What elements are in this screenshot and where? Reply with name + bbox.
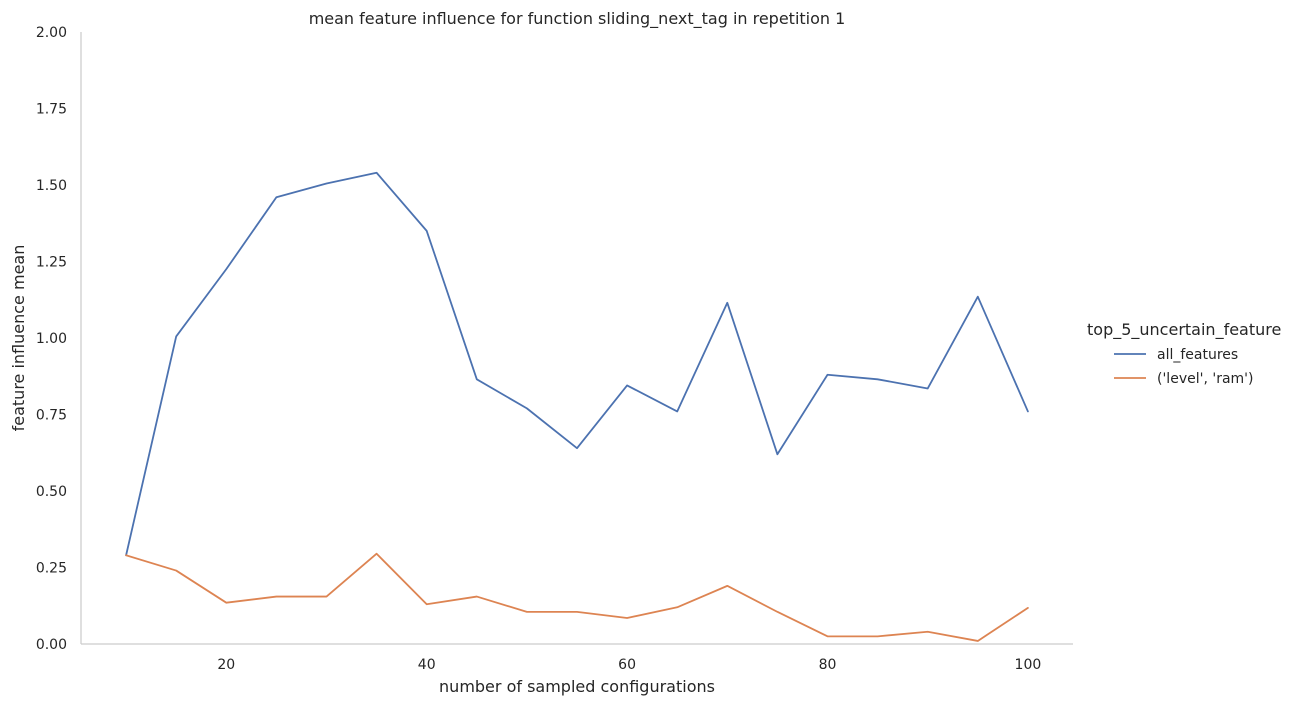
y-tick-label: 0.75 bbox=[36, 408, 67, 424]
legend-item: all_features bbox=[1114, 347, 1238, 363]
y-axis-label: feature influence mean bbox=[9, 245, 28, 432]
y-tick-label: 1.25 bbox=[36, 255, 67, 271]
series-lines bbox=[125, 171, 1029, 642]
legend-label: ('level', 'ram') bbox=[1157, 371, 1253, 387]
y-tick-label: 1.75 bbox=[36, 102, 67, 118]
chart-title: mean feature influence for function slid… bbox=[309, 9, 846, 29]
legend-items: all_features ('level', 'ram') bbox=[1114, 347, 1253, 387]
y-tick-label: 1.50 bbox=[36, 178, 67, 194]
y-tick-label: 0.25 bbox=[36, 561, 67, 577]
x-axis-ticks: 20 40 60 80 100 bbox=[217, 657, 1041, 673]
legend-label: all_features bbox=[1157, 347, 1238, 363]
legend: top_5_uncertain_feature all_features ('le… bbox=[1087, 320, 1281, 387]
y-tick-label: 0.00 bbox=[36, 637, 67, 653]
x-tick-label: 40 bbox=[418, 657, 436, 673]
x-tick-label: 60 bbox=[618, 657, 636, 673]
y-tick-label: 2.00 bbox=[36, 25, 67, 41]
legend-item: ('level', 'ram') bbox=[1114, 371, 1253, 387]
y-axis-ticks: 0.00 0.25 0.50 0.75 1.00 1.25 1.50 1.75 2.00 bbox=[36, 25, 67, 653]
x-tick-label: 80 bbox=[819, 657, 837, 673]
series-line-1 bbox=[125, 552, 1029, 642]
x-tick-label: 100 bbox=[1015, 657, 1042, 673]
axes-spines bbox=[80, 32, 1073, 645]
y-tick-label: 1.00 bbox=[36, 331, 67, 347]
x-axis-label: number of sampled configurations bbox=[439, 677, 715, 696]
y-tick-label: 0.50 bbox=[36, 484, 67, 500]
legend-title: top_5_uncertain_feature bbox=[1087, 320, 1281, 340]
x-tick-label: 20 bbox=[217, 657, 235, 673]
series-line-0 bbox=[125, 171, 1029, 557]
